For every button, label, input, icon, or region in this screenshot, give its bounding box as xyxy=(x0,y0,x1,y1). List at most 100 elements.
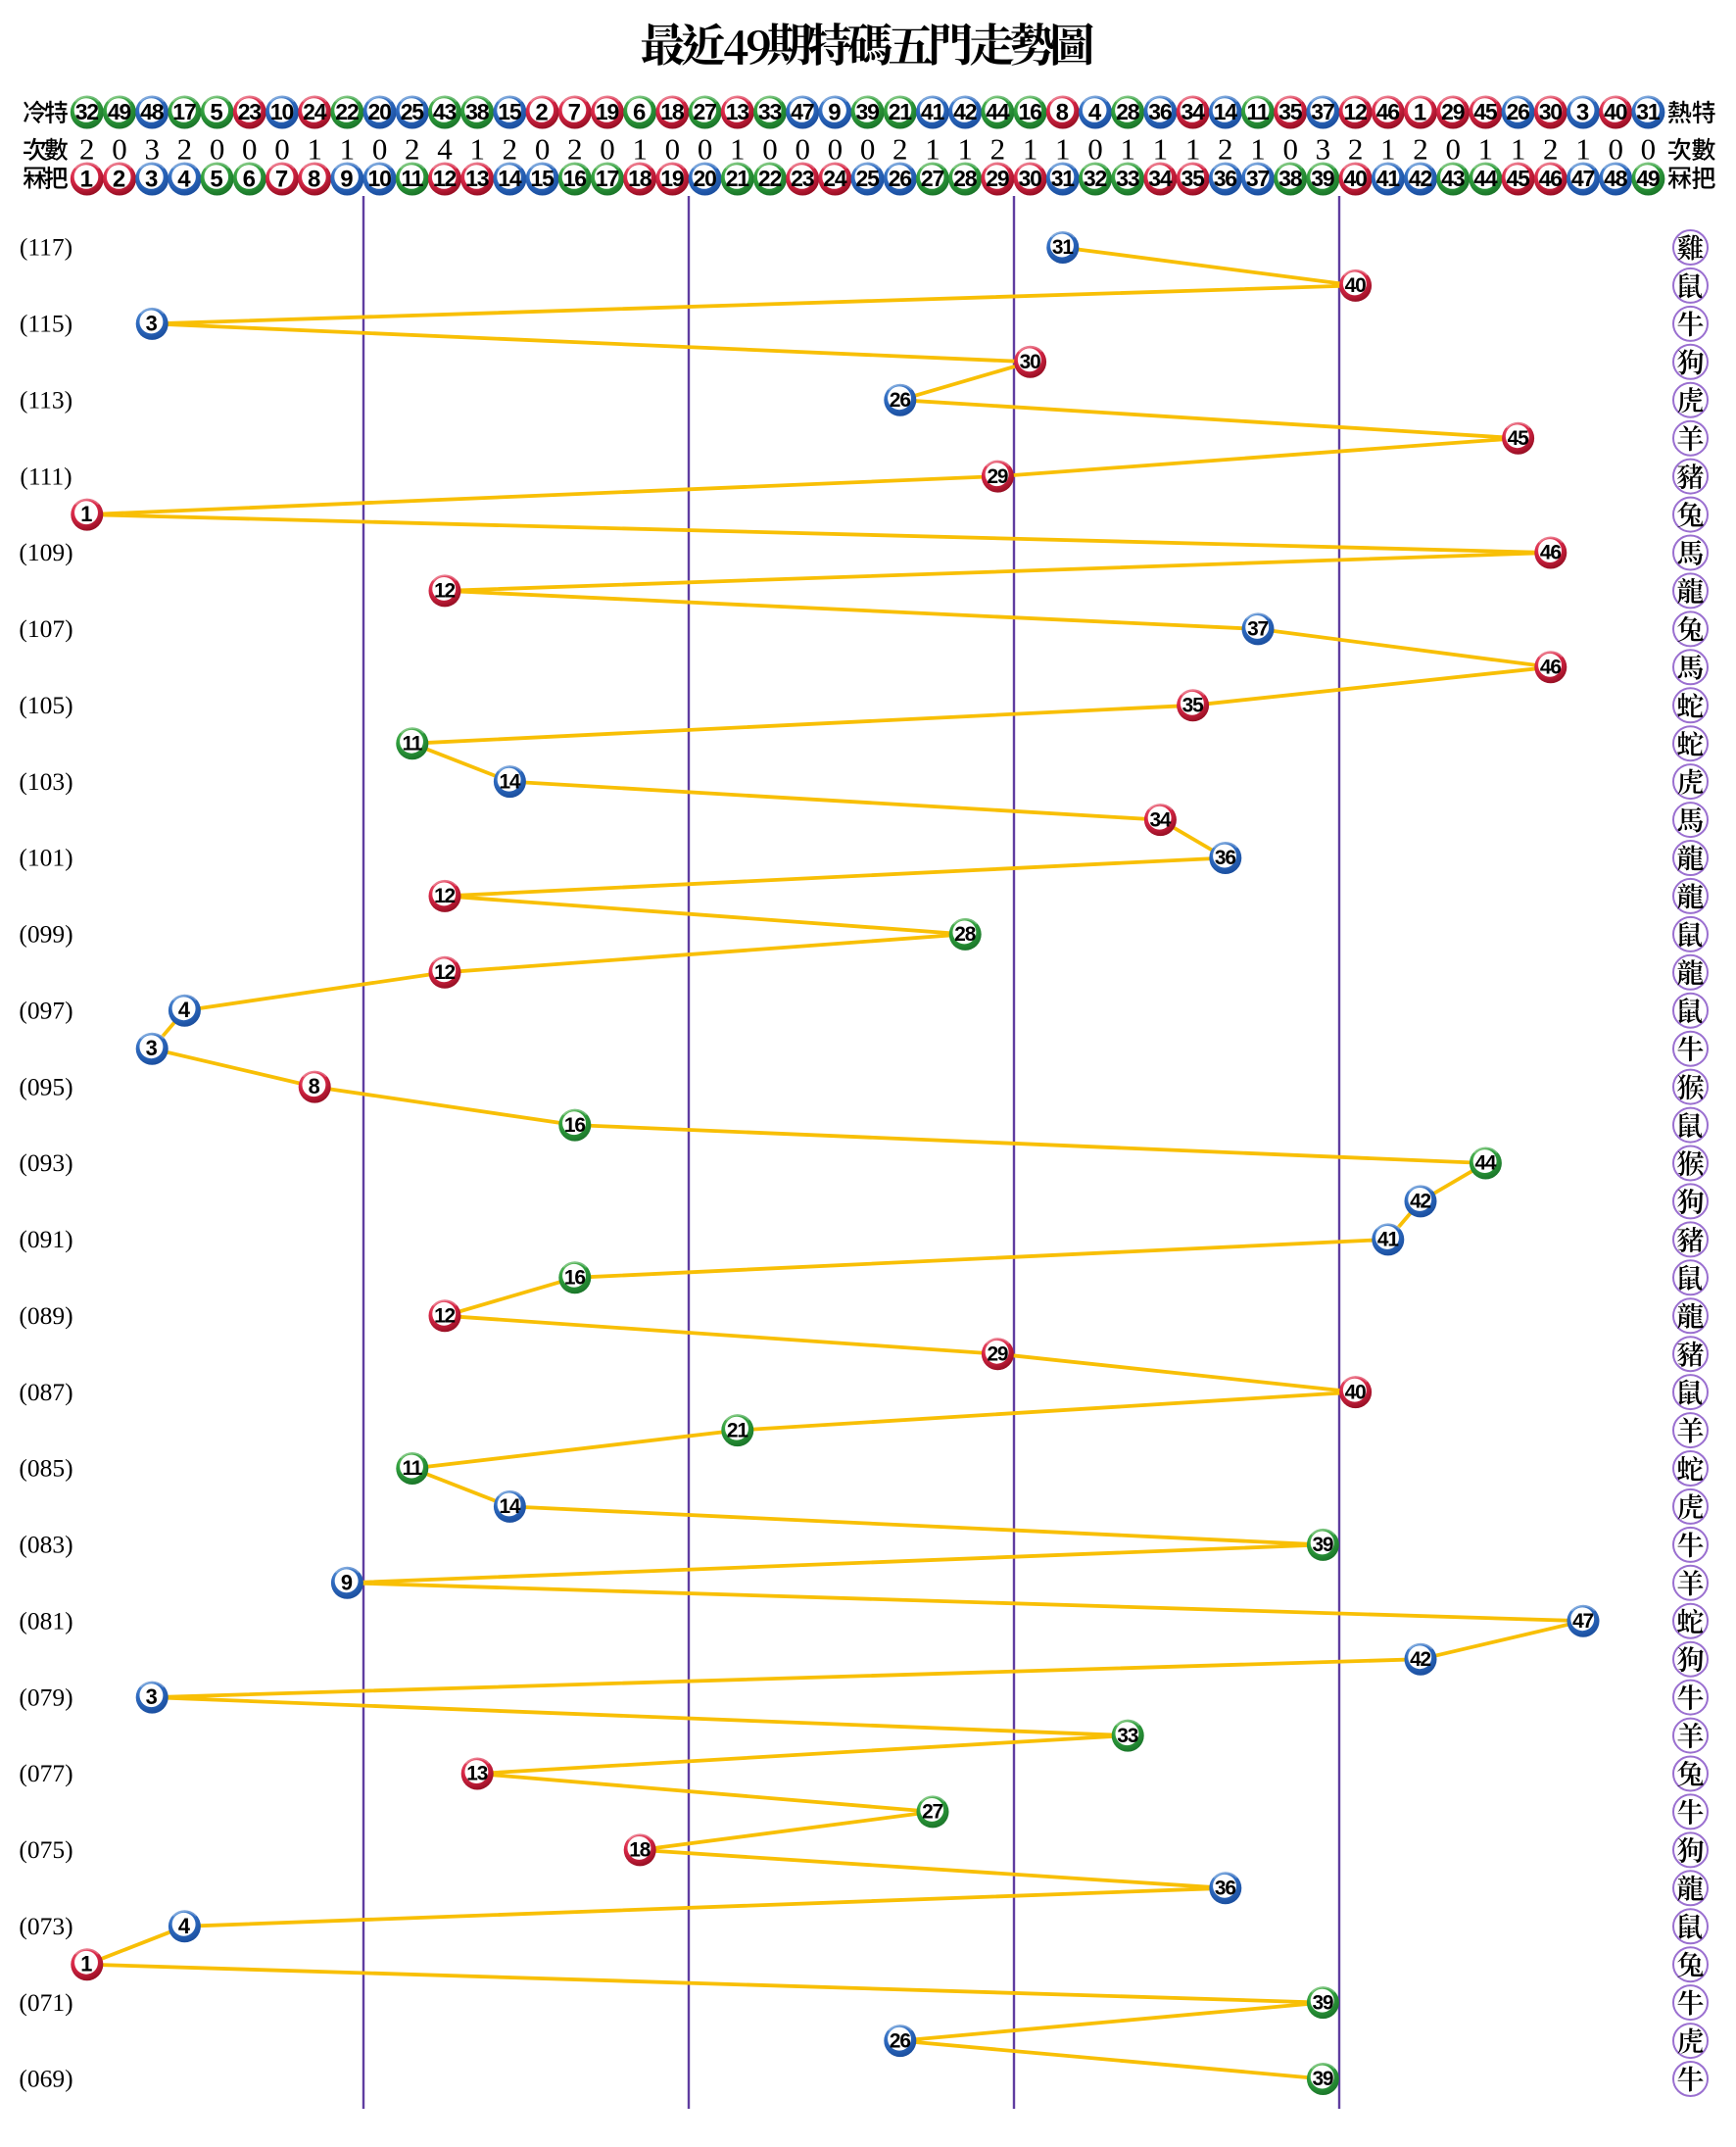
svg-text:2: 2 xyxy=(113,166,125,192)
svg-text:25: 25 xyxy=(856,166,881,191)
svg-text:28: 28 xyxy=(1116,99,1140,124)
svg-text:(097): (097) xyxy=(19,997,72,1025)
svg-text:33: 33 xyxy=(1117,1725,1137,1747)
svg-text:(093): (093) xyxy=(19,1148,72,1177)
svg-text:29: 29 xyxy=(1441,99,1465,124)
svg-text:36: 36 xyxy=(1214,166,1237,191)
svg-text:24: 24 xyxy=(303,99,327,124)
svg-text:2: 2 xyxy=(1413,132,1428,167)
svg-text:14: 14 xyxy=(498,166,522,191)
svg-text:37: 37 xyxy=(1247,618,1268,641)
svg-text:0: 0 xyxy=(112,132,127,167)
svg-text:30: 30 xyxy=(1539,99,1563,124)
svg-text:12: 12 xyxy=(434,1305,455,1328)
svg-text:18: 18 xyxy=(629,1839,650,1862)
svg-text:13: 13 xyxy=(466,1763,487,1785)
svg-text:3: 3 xyxy=(146,1684,158,1709)
svg-text:4: 4 xyxy=(1088,99,1102,125)
svg-text:1: 1 xyxy=(80,166,93,192)
svg-text:29: 29 xyxy=(987,465,1007,488)
svg-text:35: 35 xyxy=(1182,694,1204,716)
svg-text:2: 2 xyxy=(405,132,420,167)
svg-text:35: 35 xyxy=(1181,166,1206,191)
svg-text:19: 19 xyxy=(596,99,619,124)
svg-text:26: 26 xyxy=(1507,99,1530,124)
svg-text:45: 45 xyxy=(1507,166,1531,191)
svg-text:1: 1 xyxy=(340,132,356,167)
svg-text:0: 0 xyxy=(274,132,290,167)
svg-text:2: 2 xyxy=(535,99,548,125)
svg-text:44: 44 xyxy=(986,99,1010,124)
svg-text:40: 40 xyxy=(1345,1381,1366,1403)
svg-text:32: 32 xyxy=(75,99,99,124)
svg-text:7: 7 xyxy=(568,99,581,125)
svg-text:47: 47 xyxy=(791,99,814,124)
svg-text:47: 47 xyxy=(1572,1610,1593,1633)
svg-text:(085): (085) xyxy=(19,1454,72,1483)
svg-text:(111): (111) xyxy=(20,462,72,490)
svg-text:15: 15 xyxy=(531,166,555,191)
svg-text:45: 45 xyxy=(1473,99,1498,124)
svg-text:2: 2 xyxy=(990,132,1006,167)
svg-text:36: 36 xyxy=(1148,99,1172,124)
svg-text:0: 0 xyxy=(795,132,810,167)
svg-text:1: 1 xyxy=(1250,132,1266,167)
svg-text:20: 20 xyxy=(694,166,717,191)
svg-text:3: 3 xyxy=(146,311,158,335)
svg-text:4: 4 xyxy=(178,998,191,1022)
svg-text:40: 40 xyxy=(1344,166,1368,191)
svg-text:33: 33 xyxy=(758,99,782,124)
svg-text:37: 37 xyxy=(1246,166,1270,191)
svg-text:23: 23 xyxy=(791,166,814,191)
svg-text:4: 4 xyxy=(437,132,453,167)
svg-text:39: 39 xyxy=(1312,1534,1332,1556)
svg-text:38: 38 xyxy=(465,99,490,124)
svg-text:2: 2 xyxy=(79,132,95,167)
svg-text:31: 31 xyxy=(1051,166,1076,191)
svg-text:28: 28 xyxy=(953,166,978,191)
svg-text:46: 46 xyxy=(1540,542,1561,564)
svg-text:26: 26 xyxy=(890,389,910,412)
svg-text:0: 0 xyxy=(698,132,713,167)
svg-text:1: 1 xyxy=(307,132,322,167)
svg-text:1: 1 xyxy=(1414,99,1426,125)
svg-text:2: 2 xyxy=(177,132,193,167)
svg-text:42: 42 xyxy=(1410,1191,1430,1213)
svg-text:1: 1 xyxy=(925,132,940,167)
svg-text:43: 43 xyxy=(433,99,457,124)
svg-text:2: 2 xyxy=(567,132,583,167)
svg-text:40: 40 xyxy=(1604,99,1627,124)
svg-text:6: 6 xyxy=(633,99,646,125)
svg-text:1: 1 xyxy=(469,132,485,167)
svg-text:29: 29 xyxy=(986,166,1009,191)
svg-text:(117): (117) xyxy=(20,233,72,262)
svg-text:1: 1 xyxy=(1185,132,1201,167)
svg-text:36: 36 xyxy=(1215,1878,1235,1900)
svg-text:16: 16 xyxy=(564,1114,585,1137)
svg-text:18: 18 xyxy=(660,99,685,124)
svg-text:(091): (091) xyxy=(19,1225,72,1253)
svg-text:3: 3 xyxy=(1316,132,1331,167)
svg-text:17: 17 xyxy=(596,166,619,191)
svg-text:42: 42 xyxy=(1409,166,1432,191)
svg-text:46: 46 xyxy=(1376,99,1400,124)
svg-text:(089): (089) xyxy=(19,1301,72,1330)
svg-text:(095): (095) xyxy=(19,1072,72,1100)
svg-text:12: 12 xyxy=(433,166,457,191)
svg-text:(113): (113) xyxy=(20,385,72,414)
svg-text:6: 6 xyxy=(243,166,256,192)
svg-text:1: 1 xyxy=(1380,132,1396,167)
svg-text:22: 22 xyxy=(758,166,782,191)
svg-text:(081): (081) xyxy=(19,1607,72,1635)
svg-text:11: 11 xyxy=(402,732,422,755)
svg-text:3: 3 xyxy=(145,166,158,192)
svg-text:34: 34 xyxy=(1149,808,1171,831)
svg-text:2: 2 xyxy=(892,132,908,167)
svg-text:4: 4 xyxy=(178,1914,191,1938)
svg-text:0: 0 xyxy=(762,132,778,167)
svg-text:38: 38 xyxy=(1278,166,1303,191)
svg-text:3: 3 xyxy=(146,1036,158,1060)
svg-text:1: 1 xyxy=(1055,132,1071,167)
svg-text:5: 5 xyxy=(210,166,222,192)
svg-text:1: 1 xyxy=(632,132,648,167)
